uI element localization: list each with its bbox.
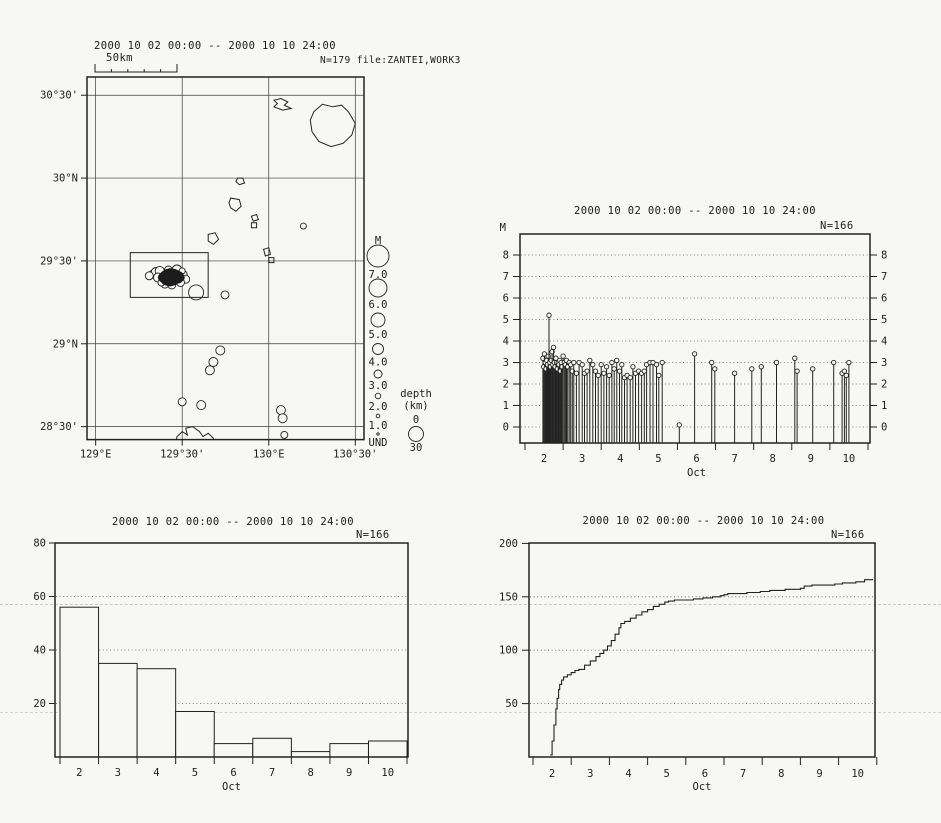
- svg-text:3: 3: [881, 357, 887, 369]
- svg-text:2: 2: [503, 379, 509, 391]
- svg-text:29°N: 29°N: [53, 338, 78, 350]
- svg-text:5: 5: [655, 453, 661, 465]
- cumulative-svg: 50 100 150 200 2 3 4 5 6 7 8 9 10 Oct: [499, 538, 878, 793]
- svg-text:4: 4: [153, 767, 159, 779]
- svg-text:6: 6: [503, 293, 509, 305]
- svg-text:28°30': 28°30': [40, 421, 78, 433]
- svg-text:7: 7: [881, 271, 887, 283]
- svg-text:4.0: 4.0: [369, 357, 388, 369]
- svg-text:129°E: 129°E: [80, 449, 112, 461]
- svg-text:9: 9: [816, 768, 822, 780]
- svg-text:2: 2: [76, 767, 82, 779]
- svg-text:0: 0: [881, 422, 887, 434]
- magnitude-time-period-label: 2000 10 02 00:00 -- 2000 10 10 24:00: [574, 205, 816, 217]
- svg-text:8: 8: [881, 250, 887, 262]
- magnitude-time-svg: 0 0 1 1 2 2 3 3 4 4 5 5 6 6 7 7 8 8 M 2 3 4 5 6 7 8 9 10 Oct: [500, 222, 888, 479]
- svg-text:4: 4: [625, 768, 631, 780]
- svg-text:7: 7: [503, 271, 509, 283]
- svg-text:129°30': 129°30': [160, 449, 204, 461]
- daily-count-count-label: N=166: [356, 529, 390, 541]
- svg-text:40: 40: [33, 645, 46, 657]
- svg-text:3: 3: [587, 768, 593, 780]
- svg-text:6: 6: [702, 768, 708, 780]
- svg-text:4: 4: [617, 453, 623, 465]
- svg-text:3: 3: [115, 767, 121, 779]
- svg-text:6: 6: [693, 453, 699, 465]
- svg-text:1: 1: [503, 400, 509, 412]
- svg-text:5.0: 5.0: [369, 329, 388, 341]
- svg-text:5: 5: [881, 314, 887, 326]
- epicenter-map-figure: 129°E 129°30' 130°E 130°30' 30°30' 30°N 29°30'…: [0, 38, 470, 500]
- svg-text:130°E: 130°E: [253, 449, 285, 461]
- map-svg: 129°E 129°30' 130°E 130°30' 30°30' 30°N 29°30'…: [40, 64, 432, 461]
- svg-text:10: 10: [381, 767, 394, 779]
- svg-text:8: 8: [503, 250, 509, 262]
- svg-text:6: 6: [881, 293, 887, 305]
- scan-artifact-line: [0, 712, 941, 713]
- svg-text:5: 5: [664, 768, 670, 780]
- svg-text:2: 2: [549, 768, 555, 780]
- svg-text:4: 4: [881, 336, 887, 348]
- svg-text:4: 4: [503, 336, 509, 348]
- svg-text:2: 2: [541, 453, 547, 465]
- svg-text:(km): (km): [403, 400, 428, 412]
- daily-count-figure: 20 40 60 80 2 3 4 5 6 7 8 9 10 Oct 2000 10 02 00:00 -…: [8, 505, 460, 805]
- svg-text:8: 8: [307, 767, 313, 779]
- svg-text:80: 80: [33, 538, 46, 550]
- svg-text:5: 5: [192, 767, 198, 779]
- svg-text:10: 10: [843, 453, 856, 465]
- svg-text:200: 200: [499, 538, 518, 550]
- svg-text:5: 5: [503, 314, 509, 326]
- svg-text:9: 9: [346, 767, 352, 779]
- svg-text:60: 60: [33, 591, 46, 603]
- scan-artifact-line: [0, 604, 941, 605]
- map-file-label: N=179 file:ZANTEI,WORK3: [320, 55, 461, 66]
- map-scale-label: 50km: [106, 52, 133, 64]
- svg-text:Oct: Oct: [222, 781, 241, 793]
- svg-text:8: 8: [778, 768, 784, 780]
- svg-text:0: 0: [413, 414, 419, 426]
- cumulative-period-label: 2000 10 02 00:00 -- 2000 10 10 24:00: [582, 515, 825, 527]
- svg-text:30: 30: [410, 442, 423, 454]
- svg-text:7: 7: [740, 768, 746, 780]
- svg-text:2.0: 2.0: [369, 401, 388, 413]
- svg-text:3.0: 3.0: [369, 380, 388, 392]
- svg-text:3: 3: [579, 453, 585, 465]
- svg-text:M: M: [500, 222, 506, 234]
- cumulative-figure: 50 100 150 200 2 3 4 5 6 7 8 9 10 Oct 2000 10 02 00:0…: [462, 505, 941, 805]
- svg-text:7: 7: [269, 767, 275, 779]
- svg-text:7.0: 7.0: [369, 269, 388, 281]
- svg-text:2: 2: [881, 379, 887, 391]
- svg-text:Oct: Oct: [693, 781, 712, 793]
- daily-count-period-label: 2000 10 02 00:00 -- 2000 10 10 24:00: [112, 516, 354, 528]
- daily-count-svg: 20 40 60 80 2 3 4 5 6 7 8 9 10 Oct: [33, 538, 409, 793]
- svg-text:Oct: Oct: [687, 467, 706, 479]
- svg-text:150: 150: [499, 591, 518, 603]
- svg-text:3: 3: [503, 357, 509, 369]
- cumulative-count-label: N=166: [831, 529, 865, 541]
- svg-text:130°30': 130°30': [333, 449, 377, 461]
- svg-text:30°30': 30°30': [40, 90, 78, 102]
- svg-text:UND: UND: [369, 437, 388, 449]
- svg-text:10: 10: [851, 768, 864, 780]
- svg-text:6.0: 6.0: [369, 299, 388, 311]
- svg-text:7: 7: [731, 453, 737, 465]
- svg-text:depth: depth: [400, 388, 432, 400]
- svg-text:M: M: [375, 235, 381, 247]
- svg-text:50: 50: [505, 698, 518, 710]
- svg-text:100: 100: [499, 645, 518, 657]
- svg-text:30°N: 30°N: [53, 173, 78, 185]
- svg-text:29°30': 29°30': [40, 255, 78, 267]
- magnitude-time-count-label: N=166: [820, 220, 854, 232]
- svg-text:1.0: 1.0: [369, 420, 388, 432]
- magnitude-time-figure: 0 0 1 1 2 2 3 3 4 4 5 5 6 6 7 7 8 8 M 2 3 4 5 6 7 8 9 10 Oct 2000 10…: [480, 195, 941, 485]
- svg-text:20: 20: [33, 698, 46, 710]
- map-period-label: 2000 10 02 00:00 -- 2000 10 10 24:00: [94, 40, 336, 52]
- svg-text:6: 6: [230, 767, 236, 779]
- svg-text:1: 1: [881, 400, 887, 412]
- svg-text:8: 8: [770, 453, 776, 465]
- svg-text:9: 9: [808, 453, 814, 465]
- svg-text:0: 0: [503, 422, 509, 434]
